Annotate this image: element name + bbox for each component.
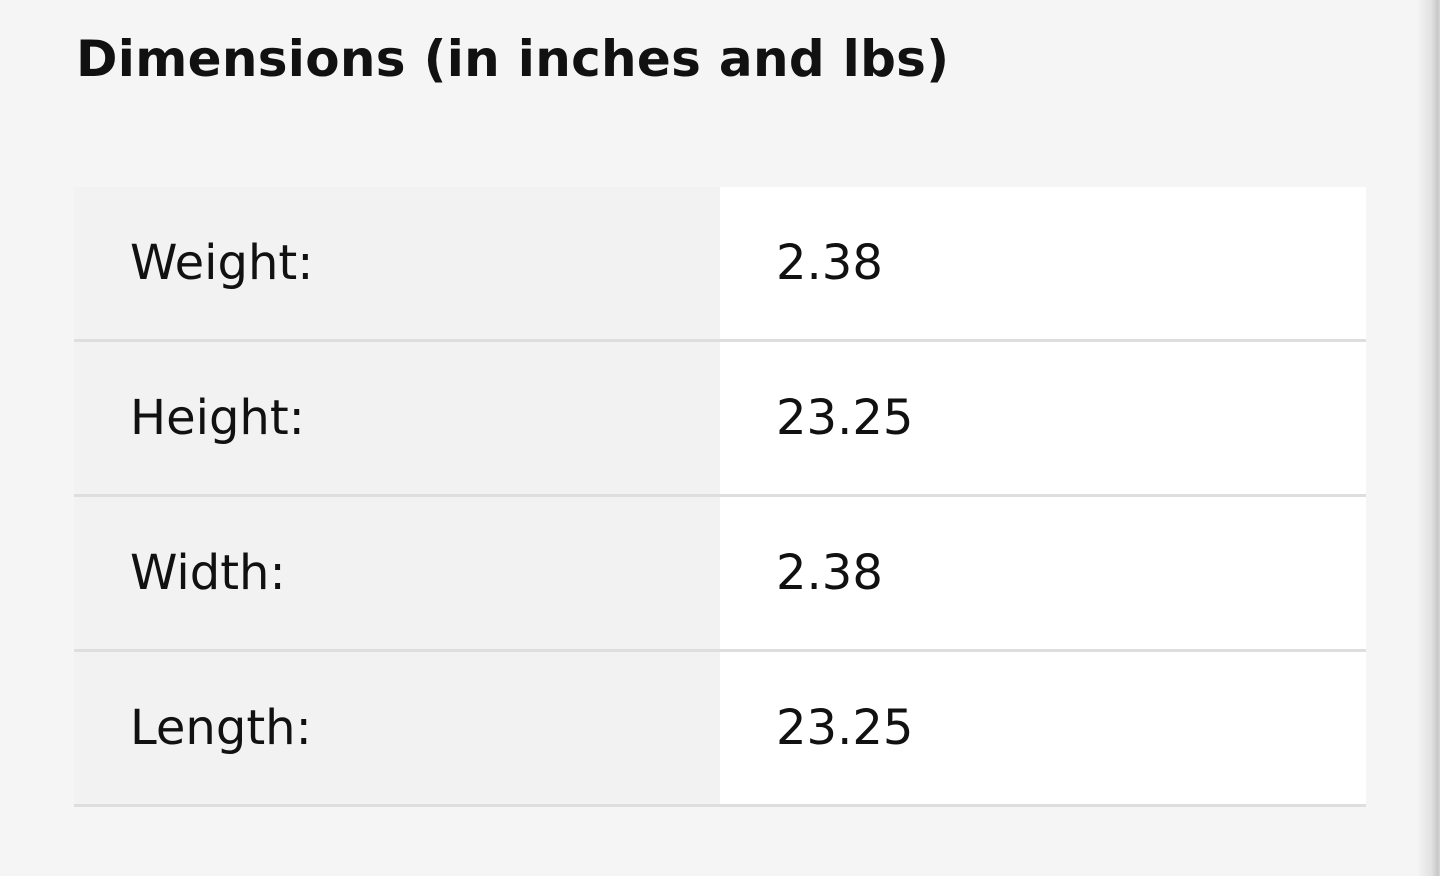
- section-title: Dimensions (in inches and lbs): [76, 30, 950, 88]
- row-value: 2.38: [720, 187, 1366, 342]
- table-row-weight: Weight: 2.38: [74, 187, 1366, 342]
- table-row-width: Width: 2.38: [74, 495, 1366, 652]
- row-value: 23.25: [720, 650, 1366, 807]
- table-row-length: Length: 23.25: [74, 650, 1366, 807]
- row-value: 2.38: [720, 495, 1366, 652]
- row-label: Weight:: [74, 187, 720, 342]
- row-label: Width:: [74, 495, 720, 652]
- scrollbar-edge: [1418, 0, 1440, 876]
- row-label: Length:: [74, 650, 720, 807]
- row-value: 23.25: [720, 340, 1366, 497]
- table-row-height: Height: 23.25: [74, 340, 1366, 497]
- row-label: Height:: [74, 340, 720, 497]
- dimensions-table: Weight: 2.38 Height: 23.25 Width: 2.38 L…: [74, 187, 1366, 807]
